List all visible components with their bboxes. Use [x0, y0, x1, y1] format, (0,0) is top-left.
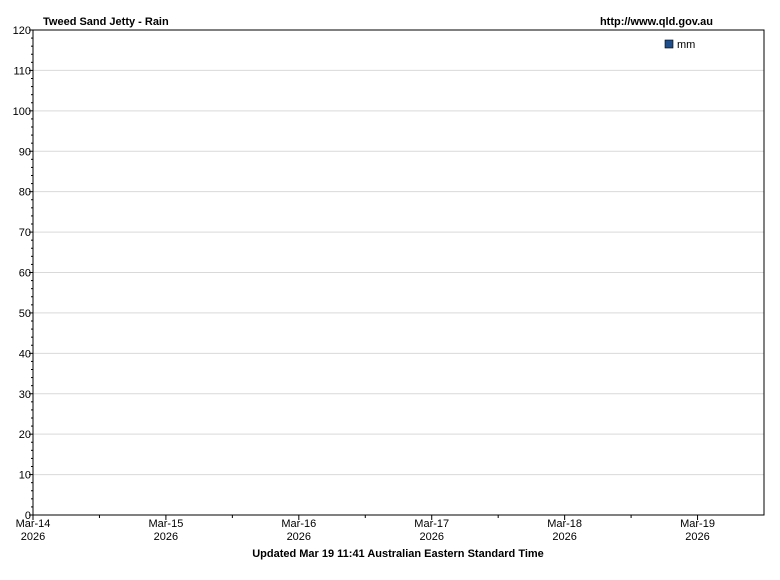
x-tick-year: 2026 — [287, 531, 311, 543]
y-tick-label: 10 — [19, 470, 31, 482]
x-tick-label: Mar-17 — [414, 518, 449, 530]
y-tick-label: 20 — [19, 429, 31, 441]
source-url: http://www.qld.gov.au — [600, 16, 713, 28]
x-tick-label: Mar-14 — [16, 518, 51, 530]
x-tick-label: Mar-16 — [281, 518, 316, 530]
x-tick-year: 2026 — [419, 531, 443, 543]
updated-footer: Updated Mar 19 11:41 Australian Eastern … — [252, 548, 544, 560]
y-tick-label: 70 — [19, 227, 31, 239]
y-tick-label: 90 — [19, 146, 31, 158]
legend: mm — [664, 39, 695, 51]
x-tick-year: 2026 — [552, 531, 576, 543]
chart-title: Tweed Sand Jetty - Rain — [43, 16, 169, 28]
x-tick-label: Mar-18 — [547, 518, 582, 530]
y-tick-label: 0 — [25, 510, 31, 522]
y-tick-label: 110 — [13, 65, 31, 77]
x-tick-year: 2026 — [685, 531, 709, 543]
x-axis: Mar-142026Mar-152026Mar-162026Mar-172026… — [16, 515, 715, 543]
legend-swatch — [664, 39, 674, 49]
y-tick-label: 120 — [13, 25, 31, 37]
x-tick-year: 2026 — [21, 531, 45, 543]
y-tick-label: 100 — [13, 106, 31, 118]
y-tick-label: 50 — [19, 308, 31, 320]
y-tick-label: 40 — [19, 348, 31, 360]
x-tick-year: 2026 — [154, 531, 178, 543]
y-tick-label: 60 — [19, 268, 31, 280]
y-axis: 0 10 20 30 40 50 60 70 80 90 100 110 120 — [13, 25, 33, 522]
x-tick-label: Mar-15 — [148, 518, 183, 530]
y-tick-label: 30 — [19, 389, 31, 401]
legend-label: mm — [677, 39, 695, 51]
y-tick-label: 80 — [19, 187, 31, 199]
x-tick-label: Mar-19 — [680, 518, 715, 530]
gridlines — [33, 69, 764, 476]
